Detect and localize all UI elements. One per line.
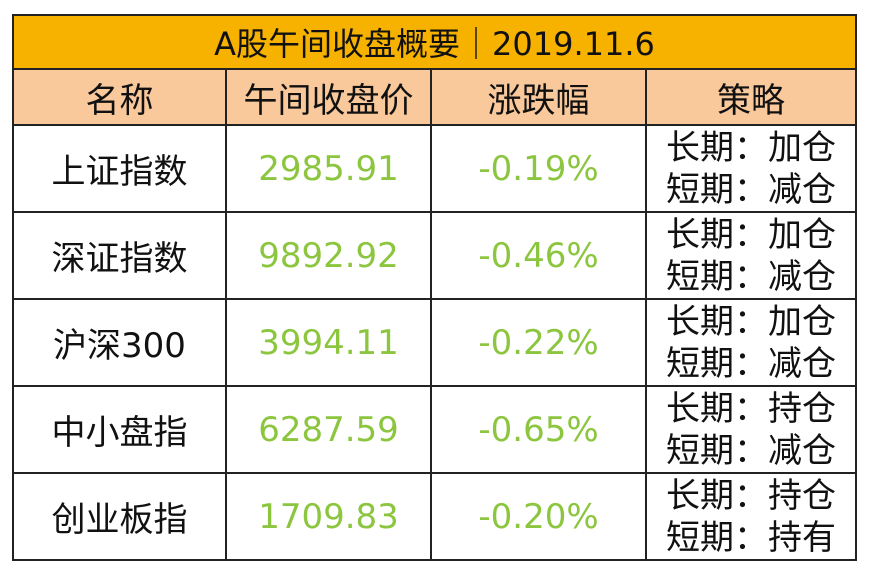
change-pct: -0.46%	[430, 211, 647, 300]
change-pct: -0.20%	[430, 472, 647, 561]
strategy-short: 短期：减仓	[666, 169, 836, 210]
table-title: A股午间收盘概要｜2019.11.6	[11, 14, 858, 70]
strategy-long: 长期：持仓	[666, 388, 836, 429]
strategy: 长期：加仓 短期：减仓	[644, 211, 858, 300]
strategy-long: 长期：加仓	[666, 127, 836, 168]
index-name: 上证指数	[12, 124, 227, 213]
close-price: 1709.83	[225, 472, 432, 561]
change-pct: -0.65%	[430, 385, 647, 474]
close-price: 9892.92	[225, 211, 432, 300]
column-header: 策略	[644, 68, 858, 126]
table-row: 上证指数 2985.91 -0.19% 长期：加仓 短期：减仓	[12, 124, 858, 213]
index-name: 中小盘指	[12, 385, 227, 474]
close-price: 2985.91	[225, 124, 432, 213]
strategy: 长期：加仓 短期：减仓	[644, 298, 858, 387]
table-row: 沪深300 3994.11 -0.22% 长期：加仓 短期：减仓	[12, 298, 858, 387]
column-header: 涨跌幅	[430, 68, 647, 126]
strategy-short: 短期：持有	[666, 517, 836, 558]
strategy-long: 长期：持仓	[666, 475, 836, 516]
strategy-long: 长期：加仓	[666, 301, 836, 342]
strategy-short: 短期：减仓	[666, 343, 836, 384]
strategy: 长期：持仓 短期：减仓	[644, 385, 858, 474]
close-price: 6287.59	[225, 385, 432, 474]
strategy-short: 短期：减仓	[666, 430, 836, 471]
table-row: 中小盘指 6287.59 -0.65% 长期：持仓 短期：减仓	[12, 385, 858, 474]
header-row: 名称 午间收盘价 涨跌幅 策略	[12, 68, 858, 126]
table-row: 深证指数 9892.92 -0.46% 长期：加仓 短期：减仓	[12, 211, 858, 300]
strategy: 长期：加仓 短期：减仓	[644, 124, 858, 213]
strategy: 长期：持仓 短期：持有	[644, 472, 858, 561]
table-body: 上证指数 2985.91 -0.19% 长期：加仓 短期：减仓 深证指数 9892.92 -0…	[12, 124, 858, 561]
change-pct: -0.19%	[430, 124, 647, 213]
close-price: 3994.11	[225, 298, 432, 387]
column-header: 名称	[12, 68, 227, 126]
change-pct: -0.22%	[430, 298, 647, 387]
index-name: 创业板指	[12, 472, 227, 561]
index-name: 沪深300	[12, 298, 227, 387]
column-header: 午间收盘价	[225, 68, 432, 126]
index-name: 深证指数	[12, 211, 227, 300]
strategy-long: 长期：加仓	[666, 214, 836, 255]
strategy-short: 短期：减仓	[666, 256, 836, 297]
table-row: 创业板指 1709.83 -0.20% 长期：持仓 短期：持有	[12, 472, 858, 561]
summary-table: A股午间收盘概要｜2019.11.6 名称 午间收盘价 涨跌幅 策略 上证指数 2985…	[11, 14, 858, 561]
